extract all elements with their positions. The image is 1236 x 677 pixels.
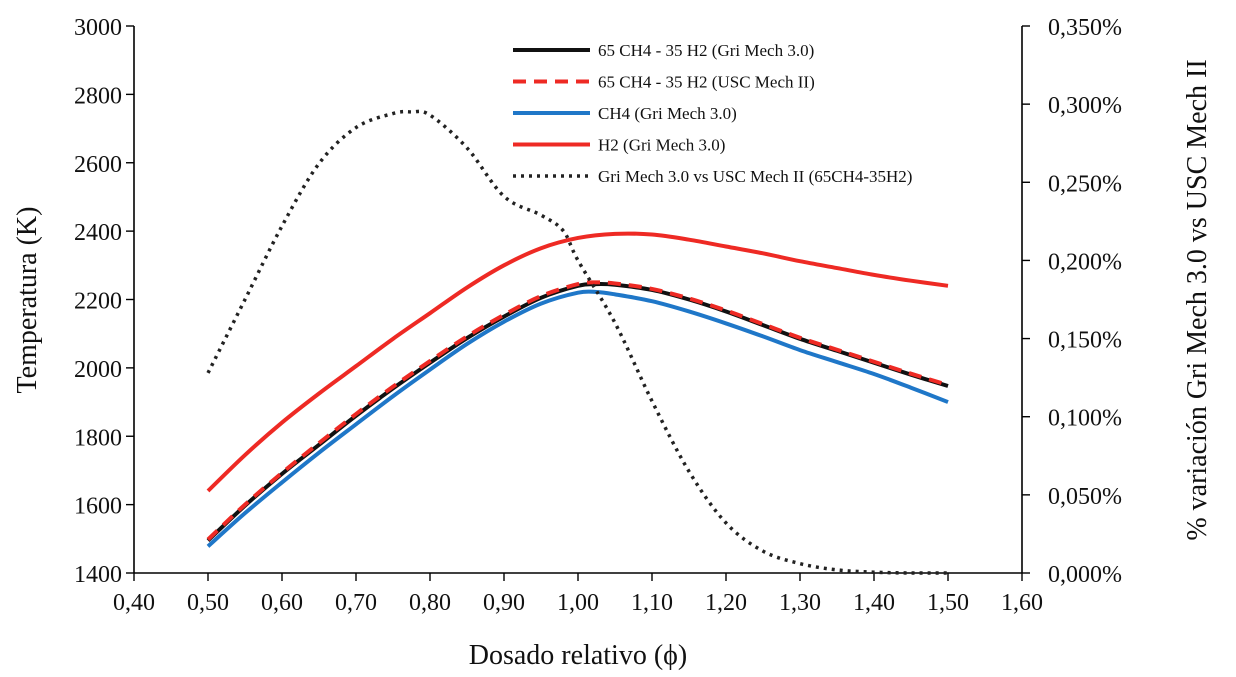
x-tick-label: 0,80 [409, 590, 451, 616]
y-tick-label-right: 0,150% [1048, 328, 1122, 354]
y-tick-label-right: 0,350% [1048, 15, 1122, 41]
y-tick-label-left: 2200 [74, 289, 122, 315]
x-tick-label: 0,60 [261, 590, 303, 616]
y-tick-label-right: 0,100% [1048, 406, 1122, 432]
legend: 65 CH4 - 35 H2 (Gri Mech 3.0) 65 CH4 - 35… [513, 41, 912, 186]
series-line-2 [206, 289, 949, 548]
legend-label: 65 CH4 - 35 H2 (USC Mech II) [598, 73, 815, 92]
series-line-3 [206, 231, 949, 493]
legend-label: Gri Mech 3.0 vs USC Mech II (65CH4-35H2) [598, 167, 912, 186]
x-tick-label: 1,00 [557, 590, 599, 616]
y-tick-label-left: 2400 [74, 220, 122, 246]
y-axis-title-left: Temperatura (K) [12, 207, 43, 394]
x-tick-label: 1,20 [705, 590, 747, 616]
y-axis-title-right: % variación Gri Mech 3.0 vs USC Mech II [1182, 59, 1213, 540]
x-tick-label: 1,50 [927, 590, 969, 616]
y-tick-label-left: 1600 [74, 494, 122, 520]
y-tick-label-left: 2000 [74, 357, 122, 383]
y-tick-label-right: 0,300% [1048, 93, 1122, 119]
series-line-1 [206, 280, 949, 541]
x-axis-title: Dosado relativo (ϕ) [469, 640, 687, 671]
x-tick-label: 0,70 [335, 590, 377, 616]
x-tick-label: 0,50 [187, 590, 229, 616]
x-tick-label: 1,30 [779, 590, 821, 616]
legend-label: H2 (Gri Mech 3.0) [598, 136, 725, 155]
x-tick-label: 1,60 [1001, 590, 1043, 616]
x-tick-label: 0,40 [113, 590, 155, 616]
x-tick-label: 1,40 [853, 590, 895, 616]
series-layer [206, 109, 949, 575]
y-tick-label-left: 3000 [74, 15, 122, 41]
axes [133, 26, 1023, 574]
y-tick-label-right: 0,200% [1048, 249, 1122, 275]
series-line-0 [206, 282, 949, 542]
x-tick-label: 1,10 [631, 590, 673, 616]
x-tick-label: 0,90 [483, 590, 525, 616]
series-line-4 [206, 109, 949, 575]
x-ticks: 0,40 0,50 0,60 0,70 0,80 0,90 1,00 1,10 1,20 1,30… [113, 573, 1043, 616]
y-tick-label-left: 2800 [74, 83, 122, 109]
legend-label: CH4 (Gri Mech 3.0) [598, 104, 737, 123]
legend-label: 65 CH4 - 35 H2 (Gri Mech 3.0) [598, 41, 814, 60]
y-tick-label-right: 0,250% [1048, 171, 1122, 197]
y-tick-label-left: 1800 [74, 425, 122, 451]
y-tick-label-left: 2600 [74, 152, 122, 178]
y-tick-label-right: 0,050% [1048, 484, 1122, 510]
y-tick-label-left: 1400 [74, 562, 122, 588]
y-tick-label-right: 0,000% [1048, 562, 1122, 588]
y-ticks-left: 1400 1600 1800 2000 2200 2400 2600 2800 3000 [74, 15, 134, 588]
y-ticks-right: 0,000% 0,050% 0,100% 0,150% 0,200% 0,250% 0,30… [1022, 15, 1122, 588]
